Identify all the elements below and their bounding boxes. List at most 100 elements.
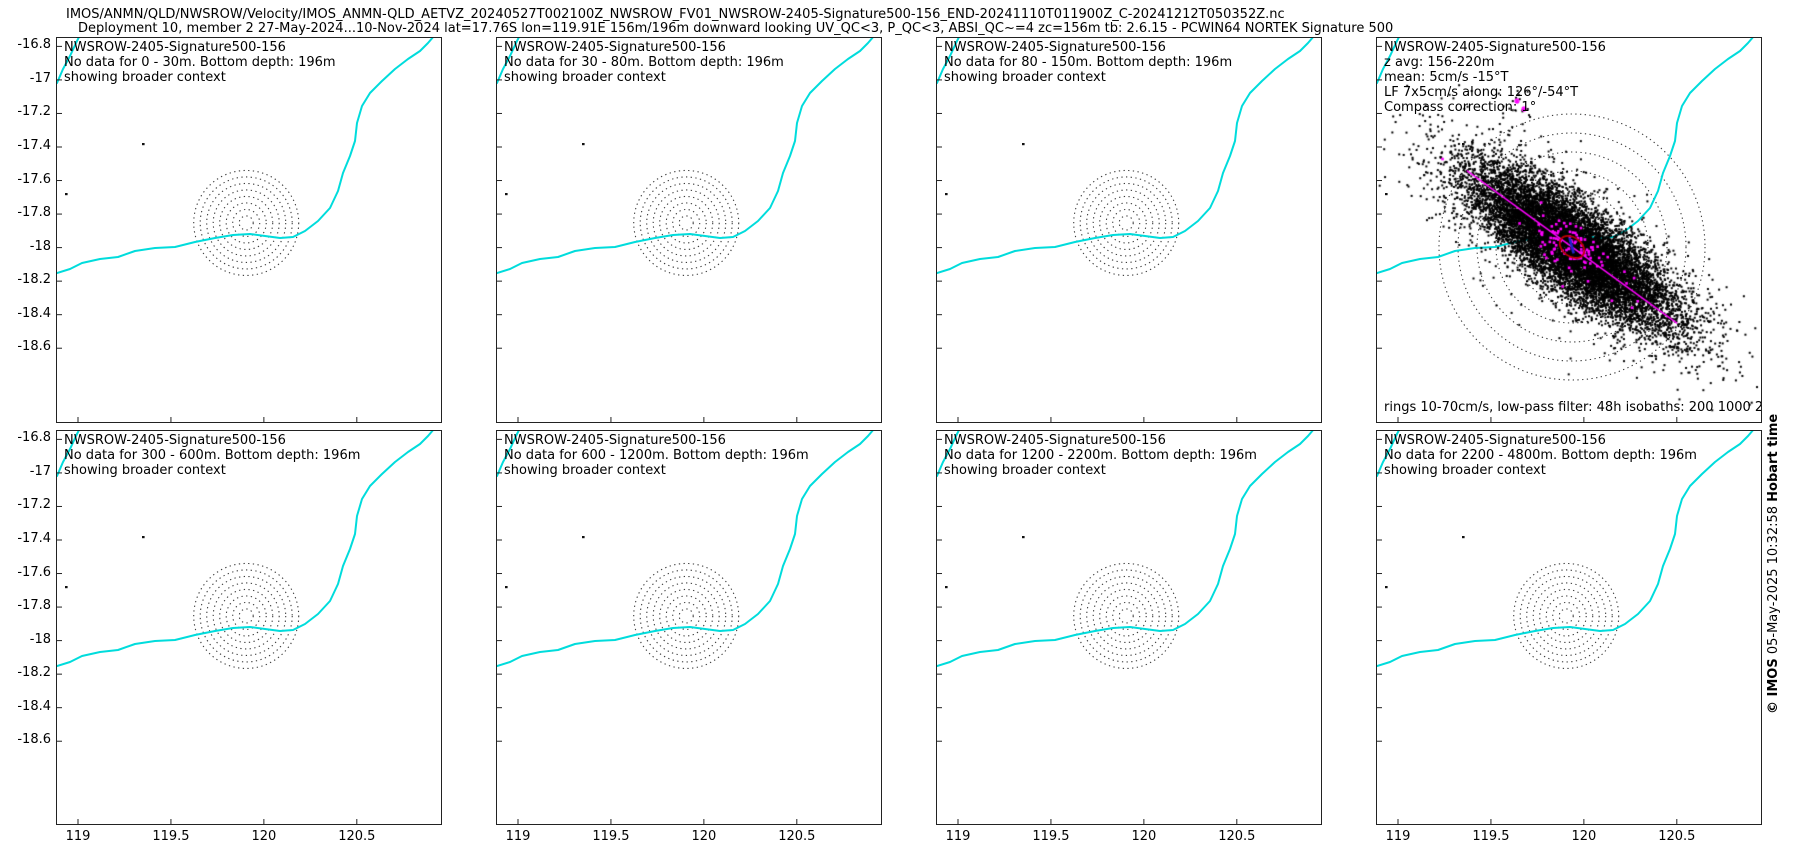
coastline-segment xyxy=(497,431,520,477)
panel-title: NWSROW-2405-Signature500-156 xyxy=(504,433,726,448)
range-ring xyxy=(665,595,707,637)
range-ring xyxy=(199,569,293,663)
panel-context-note: showing broader context xyxy=(64,70,226,85)
range-ring xyxy=(639,176,733,270)
x-tick-label: 120.5 xyxy=(1218,829,1256,844)
panel-context-note: showing broader context xyxy=(944,463,1106,478)
panel-context-note: showing broader context xyxy=(944,70,1106,85)
map-layer xyxy=(937,38,1314,422)
coastline xyxy=(497,38,874,274)
range-ring xyxy=(1073,169,1180,277)
panel-nodata-note: No data for 300 - 600m. Bottom depth: 19… xyxy=(64,448,361,463)
range-ring xyxy=(639,569,733,663)
figure-title-filename: IMOS/ANMN/QLD/NWSROW/Velocity/IMOS_ANMN-… xyxy=(66,7,1285,22)
range-ring xyxy=(219,588,274,644)
reef-isobath-speck xyxy=(582,143,585,146)
range-ring xyxy=(665,202,707,244)
coastline-segment xyxy=(57,38,80,84)
coastline-segment xyxy=(937,431,960,477)
range-ring xyxy=(652,189,720,257)
y-tick-label: -17.4 xyxy=(17,137,51,153)
y-tick-label: -17.8 xyxy=(17,598,51,614)
range-ring xyxy=(232,601,261,631)
subplot-depth-300-600m: NWSROW-2405-Signature500-156 No data for … xyxy=(56,430,442,825)
panel-nodata-note: No data for 0 - 30m. Bottom depth: 196m xyxy=(64,55,336,70)
reef-isobath-speck xyxy=(1022,143,1025,146)
range-ring xyxy=(212,582,280,650)
panel-title: NWSROW-2405-Signature500-156 xyxy=(944,433,1166,448)
x-tick-label: 120.5 xyxy=(1658,829,1696,844)
range-ring xyxy=(1513,562,1620,670)
panel-title: NWSROW-2405-Signature500-156 xyxy=(64,40,286,55)
y-tick-label: -17 xyxy=(29,70,51,86)
range-ring xyxy=(219,195,274,251)
y-tick-label: -17.4 xyxy=(17,530,51,546)
range-ring xyxy=(678,215,694,231)
subplot-depth-600-1200m: NWSROW-2405-Signature500-156 No data for … xyxy=(496,430,882,825)
reef-isobath-speck xyxy=(582,536,585,539)
reef-isobath-speck xyxy=(1022,536,1025,539)
map-layer xyxy=(497,431,874,824)
range-ring xyxy=(206,182,287,264)
panel-nodata-note: No data for 1200 - 2200m. Bottom depth: … xyxy=(944,448,1257,463)
range-ring xyxy=(659,195,714,251)
range-ring xyxy=(1532,582,1600,650)
x-tick-label: 119.5 xyxy=(1032,829,1070,844)
y-tick-label: -17 xyxy=(29,463,51,479)
panel-stat-line: mean: 5cm/s -15°T xyxy=(1384,70,1509,85)
range-ring xyxy=(1086,575,1167,657)
reef-isobath-speck xyxy=(142,143,145,146)
coastline xyxy=(57,431,434,667)
range-ring xyxy=(1105,595,1147,637)
panel-context-note: showing broader context xyxy=(504,463,666,478)
range-ring xyxy=(1545,595,1587,637)
panel-title: NWSROW-2405-Signature500-156 xyxy=(64,433,286,448)
range-ring xyxy=(1558,608,1574,624)
coastline xyxy=(937,431,1314,667)
subplot-depth-1200-2200m: NWSROW-2405-Signature500-156 No data for … xyxy=(936,430,1322,825)
map-layer xyxy=(1377,431,1754,824)
x-tick-label: 119.5 xyxy=(1472,829,1510,844)
panel-stat-line: z avg: 156-220m xyxy=(1384,55,1495,70)
range-ring xyxy=(1105,202,1147,244)
range-ring xyxy=(1552,601,1581,631)
y-tick-label: -18.6 xyxy=(17,339,51,355)
x-tick-label: 120 xyxy=(691,829,717,844)
range-ring xyxy=(1112,208,1141,238)
reef-isobath-speck xyxy=(945,193,948,196)
range-ring xyxy=(1099,195,1154,251)
panel-nodata-note: No data for 30 - 80m. Bottom depth: 196m xyxy=(504,55,784,70)
coastline xyxy=(1377,431,1754,667)
panel-context-note: showing broader context xyxy=(504,70,666,85)
range-ring xyxy=(678,608,694,624)
coastline-segment xyxy=(937,38,960,84)
x-tick-label: 120.5 xyxy=(338,829,376,844)
y-tick-label: -16.8 xyxy=(17,37,51,53)
reef-isobath-speck xyxy=(65,586,68,589)
y-tick-label: -18.4 xyxy=(17,305,51,321)
panel-stat-line: Compass correction: 1° xyxy=(1384,100,1537,115)
map-layer xyxy=(57,38,434,422)
reef-isobath-speck xyxy=(1462,536,1465,539)
x-tick-label: 120 xyxy=(1571,829,1597,844)
velocity-scatter-cloud xyxy=(1377,38,1761,422)
range-ring xyxy=(1539,588,1594,644)
range-ring xyxy=(1526,575,1607,657)
copyright-timezone: Hobart time xyxy=(1766,413,1781,502)
range-ring xyxy=(633,169,740,277)
map-layer xyxy=(937,431,1314,824)
panel-title: NWSROW-2405-Signature500-156 xyxy=(944,40,1166,55)
reef-isobath-speck xyxy=(142,536,145,539)
range-ring xyxy=(1073,562,1180,670)
panel-context-note: showing broader context xyxy=(1384,463,1546,478)
subplot-depth-2200-4800m: NWSROW-2405-Signature500-156 No data for … xyxy=(1376,430,1762,825)
panel-nodata-note: No data for 600 - 1200m. Bottom depth: 1… xyxy=(504,448,809,463)
panel-title: NWSROW-2405-Signature500-156 xyxy=(1384,40,1606,55)
y-tick-label: -17.6 xyxy=(17,564,51,580)
copyright-stamp: © IMOS 05-May-2025 10:32:58 Hobart time xyxy=(1766,414,1781,714)
range-ring xyxy=(212,189,280,257)
x-tick-label: 119 xyxy=(945,829,971,844)
panel-nodata-note: No data for 80 - 150m. Bottom depth: 196… xyxy=(944,55,1233,70)
coastline-segment xyxy=(57,431,80,477)
